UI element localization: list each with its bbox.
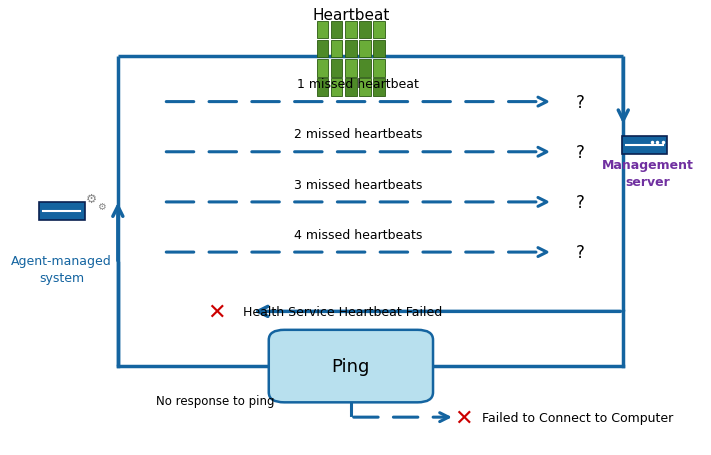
Bar xyxy=(346,22,356,39)
Bar xyxy=(317,22,328,39)
FancyBboxPatch shape xyxy=(39,203,85,220)
Text: No response to ping: No response to ping xyxy=(156,394,274,407)
Bar xyxy=(373,22,385,39)
Bar xyxy=(359,22,370,39)
Text: ?: ? xyxy=(575,193,584,212)
Bar xyxy=(331,41,343,58)
Text: 1 missed heartbeat: 1 missed heartbeat xyxy=(297,78,419,91)
Bar xyxy=(359,41,370,58)
Bar xyxy=(346,60,356,77)
Bar xyxy=(359,60,370,77)
Text: Ping: Ping xyxy=(332,357,370,375)
Bar xyxy=(331,79,343,96)
Text: Heartbeat: Heartbeat xyxy=(312,9,390,23)
Text: 3 missed heartbeats: 3 missed heartbeats xyxy=(294,178,422,191)
Text: Management
server: Management server xyxy=(602,159,694,189)
Text: 2 missed heartbeats: 2 missed heartbeats xyxy=(294,128,422,141)
Bar xyxy=(359,79,370,96)
Text: ?: ? xyxy=(575,93,584,111)
Text: 4 missed heartbeats: 4 missed heartbeats xyxy=(294,228,422,241)
Text: ?: ? xyxy=(575,243,584,262)
Text: ?: ? xyxy=(575,143,584,162)
Text: ⚙: ⚙ xyxy=(86,192,97,205)
Bar xyxy=(346,79,356,96)
Bar xyxy=(317,41,328,58)
Text: Failed to Connect to Computer: Failed to Connect to Computer xyxy=(482,411,673,424)
FancyBboxPatch shape xyxy=(269,330,433,402)
Bar xyxy=(317,79,328,96)
Bar xyxy=(331,22,343,39)
Text: Agent-managed
system: Agent-managed system xyxy=(11,254,112,284)
Bar xyxy=(373,60,385,77)
Bar xyxy=(317,60,328,77)
Bar xyxy=(331,60,343,77)
Bar xyxy=(346,41,356,58)
Bar xyxy=(373,41,385,58)
FancyBboxPatch shape xyxy=(621,137,667,154)
Text: ⚙: ⚙ xyxy=(97,201,106,211)
Text: ✕: ✕ xyxy=(207,302,225,322)
Bar xyxy=(373,79,385,96)
Text: Health Service Heartbeat Failed: Health Service Heartbeat Failed xyxy=(243,305,442,318)
Text: ✕: ✕ xyxy=(454,407,474,427)
